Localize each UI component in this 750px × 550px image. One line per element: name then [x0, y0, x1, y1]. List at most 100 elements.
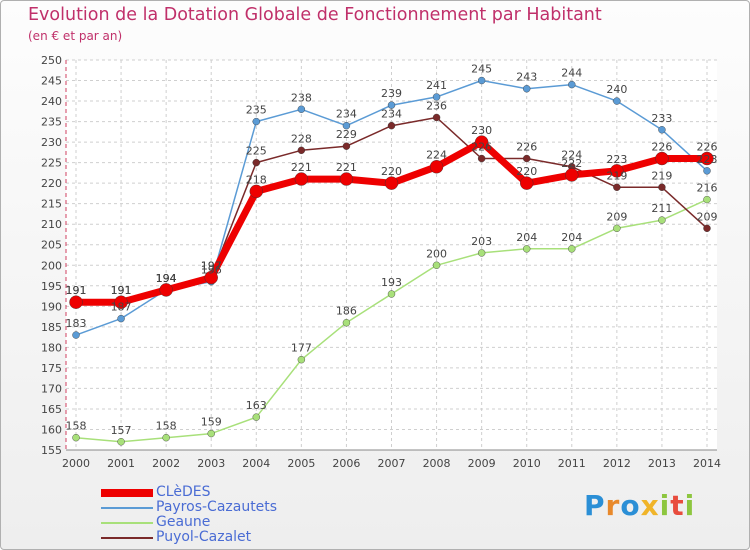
y-tick-label: 170 — [41, 382, 62, 395]
x-tick-label: 2007 — [378, 457, 406, 470]
data-label-payros: 196 — [201, 264, 222, 277]
legend-label-cledes: CLèDES — [156, 484, 211, 500]
data-point-cledes — [610, 164, 624, 178]
data-point-geaune — [72, 433, 80, 442]
data-label-payros: 239 — [381, 87, 402, 100]
chart-title: Evolution de la Dotation Globale de Fonc… — [28, 5, 602, 25]
data-point-geaune — [658, 216, 666, 224]
data-label-puyol: 209 — [697, 210, 718, 223]
data-label-cledes: 220 — [516, 165, 537, 178]
data-label-payros: 194 — [156, 272, 177, 285]
data-point-cledes — [520, 176, 534, 190]
data-point-cledes — [565, 168, 579, 182]
data-label-geaune: 200 — [426, 247, 447, 260]
data-point-puyol — [252, 158, 260, 167]
x-tick-label: 2010 — [513, 457, 541, 470]
data-point-cledes — [339, 172, 354, 186]
data-label-puyol: 226 — [516, 141, 537, 154]
y-tick-label: 165 — [41, 403, 62, 416]
data-point-cledes — [384, 176, 399, 190]
y-tick-label: 195 — [41, 280, 62, 293]
x-tick-label: 2002 — [152, 457, 180, 470]
logo-letter: i — [659, 489, 671, 522]
data-label-geaune: 163 — [246, 399, 267, 412]
data-label-puyol: 219 — [606, 169, 627, 182]
data-label-cledes: 191 — [66, 284, 87, 297]
logo-letter: i — [684, 489, 696, 522]
data-label-puyol: 234 — [381, 108, 402, 121]
data-label-cledes: 221 — [291, 161, 312, 174]
y-tick-label: 160 — [41, 423, 62, 436]
data-point-geaune — [297, 355, 306, 364]
data-point-geaune — [613, 224, 621, 233]
data-label-cledes: 218 — [246, 173, 267, 186]
data-point-geaune — [207, 429, 215, 438]
logo-letter: P — [584, 489, 606, 522]
x-tick-label: 2005 — [287, 457, 315, 470]
data-label-payros: 244 — [561, 67, 582, 80]
data-label-payros: 187 — [111, 301, 132, 314]
y-tick-label: 185 — [41, 321, 62, 334]
data-point-puyol — [297, 146, 306, 155]
data-label-payros: 241 — [426, 79, 447, 92]
x-tick-label: 2011 — [558, 457, 586, 470]
y-tick-label: 190 — [41, 300, 62, 313]
y-tick-label: 175 — [41, 362, 62, 375]
x-tick-label: 2008 — [423, 457, 451, 470]
data-point-cledes — [294, 172, 309, 186]
data-label-puyol: 225 — [246, 145, 267, 158]
data-label-puyol: 191 — [66, 284, 87, 297]
data-point-payros — [72, 331, 80, 339]
data-label-cledes: 221 — [336, 161, 357, 174]
chart-subtitle: (en € et par an) — [28, 29, 123, 43]
data-label-payros: 233 — [651, 112, 672, 125]
data-label-cledes: 230 — [471, 124, 492, 137]
data-point-puyol — [703, 224, 711, 233]
data-label-cledes: 226 — [651, 141, 672, 154]
series-geaune — [72, 195, 711, 446]
data-point-geaune — [117, 438, 125, 446]
data-point-puyol — [387, 121, 396, 130]
data-point-geaune — [342, 319, 351, 327]
data-point-payros — [387, 101, 396, 109]
logo-letter: x — [640, 489, 660, 522]
y-tick-label: 180 — [41, 341, 62, 354]
legend-swatch-puyol — [101, 537, 153, 539]
data-label-puyol: 236 — [426, 99, 447, 112]
data-label-puyol: 224 — [561, 149, 582, 162]
data-point-geaune — [568, 245, 576, 253]
x-tick-label: 2006 — [332, 457, 360, 470]
data-point-cledes — [159, 283, 173, 297]
y-tick-label: 210 — [41, 218, 62, 231]
x-tick-label: 2000 — [62, 457, 90, 470]
data-point-geaune — [432, 261, 441, 269]
data-label-payros: 235 — [246, 104, 267, 117]
logo-letter: t — [670, 489, 685, 522]
data-point-cledes — [655, 151, 669, 166]
data-label-geaune: 177 — [291, 342, 312, 355]
data-point-payros — [613, 97, 621, 105]
y-tick-label: 240 — [41, 95, 62, 108]
data-label-puyol: 226 — [471, 141, 492, 154]
data-label-payros: 243 — [516, 71, 537, 84]
data-point-puyol — [342, 142, 351, 150]
data-label-payros: 234 — [336, 108, 357, 121]
data-label-puyol: 191 — [111, 284, 132, 297]
legend-label-puyol: Puyol-Cazalet — [156, 529, 252, 545]
data-label-payros: 223 — [697, 153, 718, 166]
data-point-payros — [658, 126, 666, 134]
data-label-geaune: 158 — [66, 420, 87, 433]
data-label-puyol: 229 — [336, 128, 357, 141]
data-label-geaune: 211 — [651, 202, 672, 215]
data-point-puyol — [477, 154, 486, 163]
x-tick-label: 2012 — [603, 457, 631, 470]
legend-label-payros: Payros-Cazautets — [156, 499, 278, 515]
data-label-cledes: 194 — [156, 272, 177, 285]
data-point-geaune — [477, 249, 486, 257]
data-label-payros: 183 — [66, 317, 87, 330]
y-tick-label: 215 — [41, 198, 62, 211]
data-point-payros — [342, 121, 351, 130]
data-point-geaune — [703, 195, 711, 204]
x-tick-label: 2014 — [693, 457, 721, 470]
